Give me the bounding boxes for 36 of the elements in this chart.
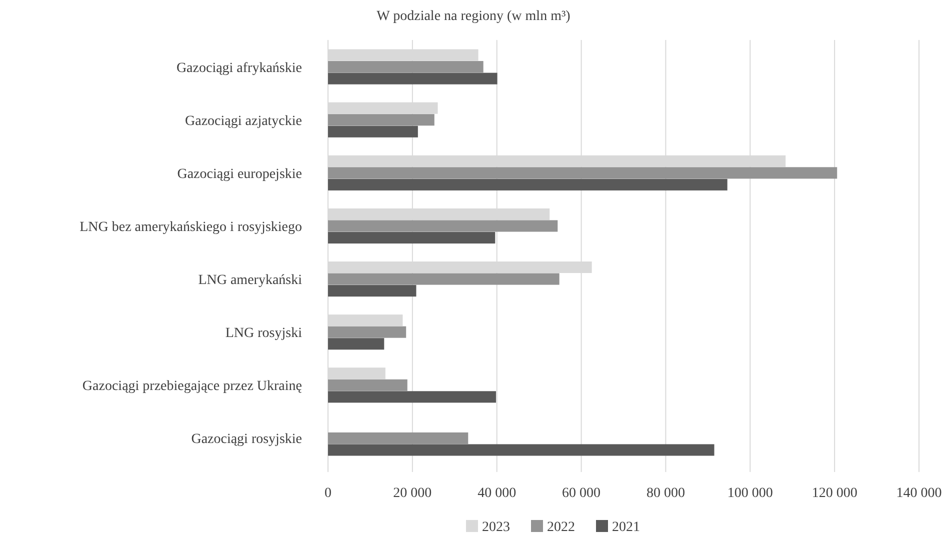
y-tick-label: Gazociągi rosyjskie: [191, 432, 302, 448]
y-tick-label: Gazociągi przebiegające przez Ukrainę: [82, 379, 302, 394]
x-tick-label: 60 000: [562, 486, 601, 501]
y-tick-label: Gazociągi afrykańskie: [176, 60, 302, 76]
bar: [328, 338, 384, 350]
y-tick-label: LNG rosyjski: [225, 326, 302, 342]
legend-label: 2023: [482, 520, 510, 535]
x-tick-label: 40 000: [478, 486, 516, 501]
bar: [328, 232, 496, 244]
bar: [328, 273, 560, 285]
bar: [328, 126, 418, 138]
bar: [328, 61, 484, 73]
bar: [328, 167, 838, 179]
y-tick-label: LNG bez amerykańskiego i rosyjskiego: [80, 220, 302, 235]
bar: [328, 326, 406, 338]
x-tick-label: 140 000: [896, 486, 942, 501]
bar: [328, 391, 496, 403]
bar: [328, 178, 728, 190]
chart-title: W podziale na regiony (w mln m³): [376, 9, 571, 24]
bar: [328, 379, 408, 391]
bar: [328, 285, 416, 297]
bar: [328, 444, 714, 456]
bar: [328, 114, 434, 126]
legend-label: 2021: [612, 520, 640, 535]
bar: [328, 432, 468, 444]
x-tick-label: 0: [324, 486, 332, 501]
y-tick-label: Gazociągi europejskie: [177, 166, 302, 182]
bar: [328, 220, 558, 232]
x-tick-label: 120 000: [812, 486, 858, 501]
x-tick-label: 20 000: [393, 486, 432, 501]
legend-label: 2022: [547, 520, 575, 535]
bar: [328, 72, 498, 84]
x-tick-label: 100 000: [727, 486, 773, 501]
x-tick-label: 80 000: [646, 486, 685, 501]
y-tick-label: Gazociągi azjatyckie: [185, 114, 302, 129]
y-tick-label: LNG amerykański: [198, 273, 302, 288]
